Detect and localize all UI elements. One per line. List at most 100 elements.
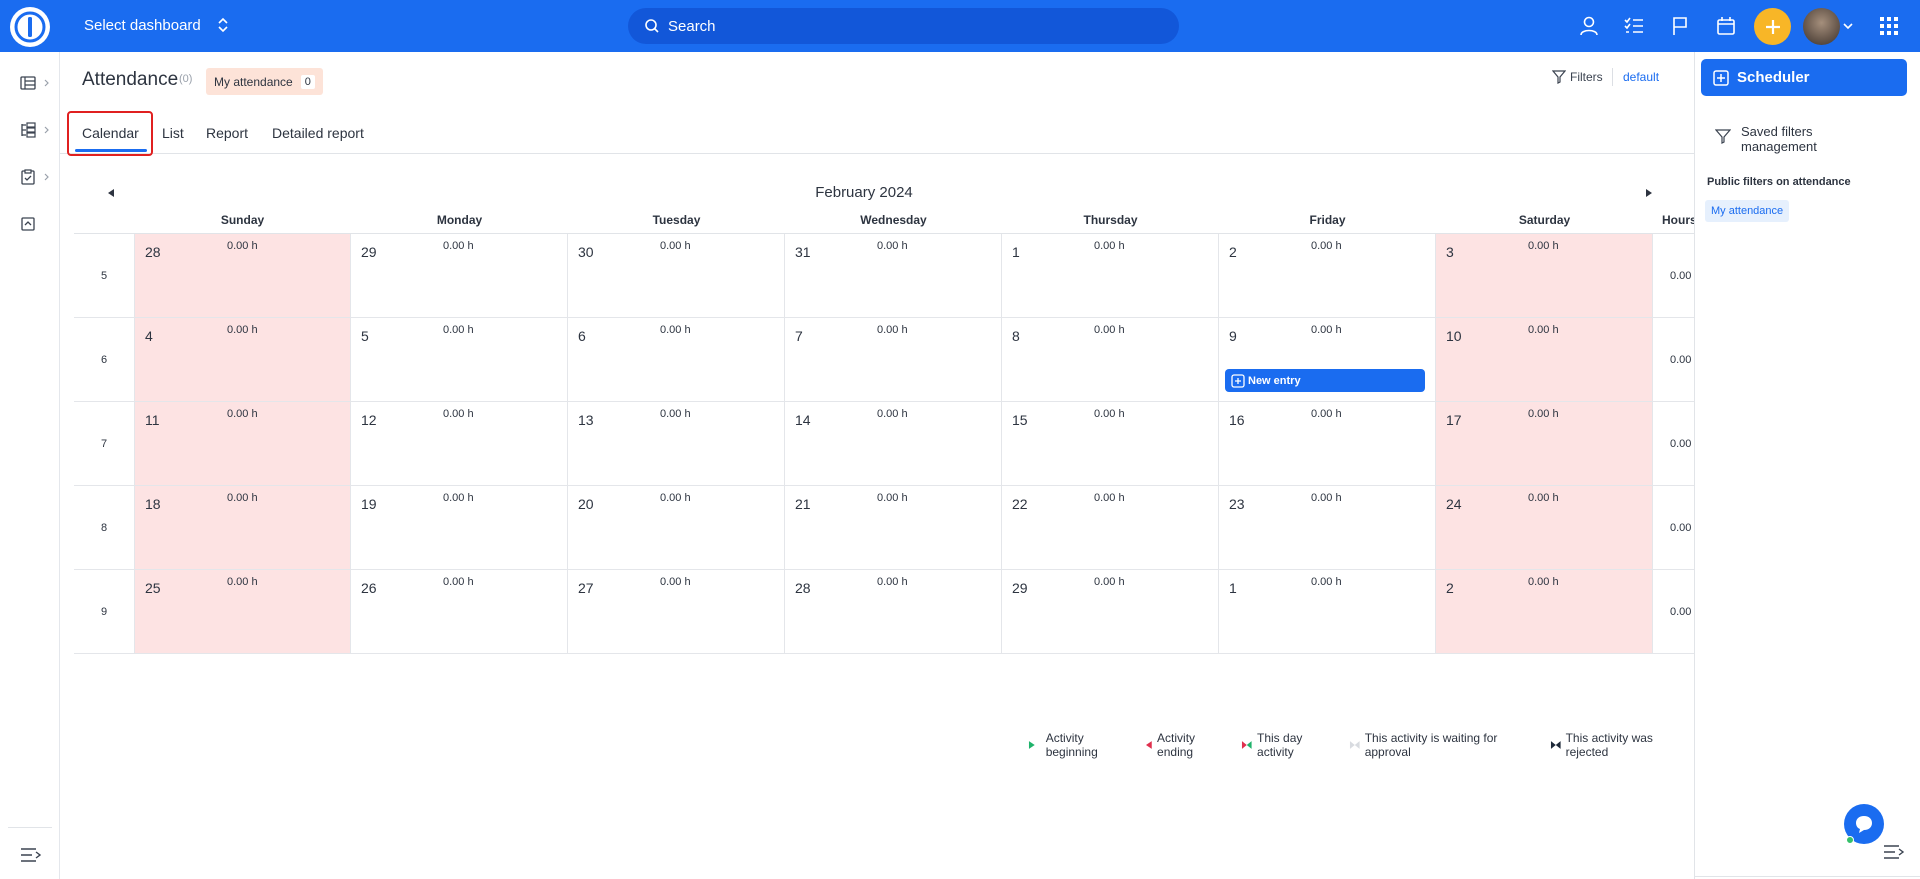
day-cell[interactable]: 9 0.00 h (1219, 318, 1436, 402)
week-number: 8 (100, 522, 108, 534)
sidebar-item-archive[interactable] (20, 213, 54, 235)
day-cell[interactable]: 24 0.00 h (1436, 486, 1653, 570)
day-cell[interactable]: 19 0.00 h (351, 486, 568, 570)
day-cell[interactable]: 23 0.00 h (1219, 486, 1436, 570)
task-list-icon[interactable] (1621, 13, 1647, 39)
day-cell[interactable]: 18 0.00 h (134, 486, 351, 570)
public-filter-my-attendance[interactable]: My attendance (1705, 200, 1790, 222)
row-divider (74, 569, 134, 570)
day-number: 11 (145, 412, 160, 428)
day-cell[interactable]: 16 0.00 h (1219, 402, 1436, 486)
sidebar-item-dashboard[interactable] (20, 72, 54, 94)
select-dashboard-button[interactable]: Select dashboard (84, 16, 229, 34)
day-cell[interactable]: 11 0.00 h (134, 402, 351, 486)
day-hours: 0.00 h (877, 492, 908, 504)
day-cell[interactable]: 10 0.00 h (1436, 318, 1653, 402)
next-month-icon[interactable] (1644, 188, 1654, 198)
day-number: 13 (578, 412, 594, 428)
day-cell[interactable]: 17 0.00 h (1436, 402, 1653, 486)
day-cell[interactable]: 26 0.00 h (351, 570, 568, 654)
prev-month-icon[interactable] (106, 188, 116, 198)
sidebar-item-structure[interactable] (20, 119, 54, 141)
day-cell[interactable]: 5 0.00 h (351, 318, 568, 402)
day-cell[interactable]: 1 0.00 h (1219, 570, 1436, 654)
week-number: 5 (100, 270, 108, 282)
day-number: 26 (361, 580, 377, 596)
day-number: 1 (1012, 244, 1020, 260)
legend-activity-beginning: Activity beginning (1028, 731, 1135, 759)
page-count: (0) (179, 73, 193, 85)
quick-add-button[interactable] (1754, 8, 1791, 45)
day-cell[interactable]: 30 0.00 h (568, 234, 785, 318)
day-hours: 0.00 h (1094, 492, 1125, 504)
day-cell[interactable]: 21 0.00 h (785, 486, 1002, 570)
day-cell[interactable]: 28 0.00 h (785, 570, 1002, 654)
day-number: 19 (361, 496, 377, 512)
day-hours: 0.00 h (1311, 324, 1342, 336)
main-content: Attendance (0) My attendance 0 Filters d… (60, 52, 1697, 879)
search-icon (645, 19, 659, 33)
chevron-down-icon[interactable] (1840, 13, 1856, 39)
day-hours: 0.00 h (1311, 492, 1342, 504)
day-header-monday: Monday (436, 213, 483, 227)
day-cell[interactable]: 31 0.00 h (785, 234, 1002, 318)
day-cell[interactable]: 2 0.00 h (1219, 234, 1436, 318)
filter-icon (1715, 129, 1731, 144)
day-cell[interactable]: 1 0.00 h (1002, 234, 1219, 318)
day-cell[interactable]: 29 0.00 h (351, 234, 568, 318)
day-hours: 0.00 h (877, 324, 908, 336)
my-attendance-filter-chip[interactable]: My attendance 0 (206, 68, 323, 95)
day-hours: 0.00 h (1094, 240, 1125, 252)
day-cell[interactable]: 27 0.00 h (568, 570, 785, 654)
day-cell[interactable]: 3 0.00 h (1436, 234, 1653, 318)
triangle-left-red-icon (1146, 741, 1153, 749)
tab-list[interactable]: List (162, 125, 184, 141)
day-cell[interactable]: 7 0.00 h (785, 318, 1002, 402)
collapse-panel-button[interactable] (1883, 844, 1905, 860)
day-hours: 0.00 h (1311, 408, 1342, 420)
day-cell[interactable]: 28 0.00 h (134, 234, 351, 318)
day-cell[interactable]: 22 0.00 h (1002, 486, 1219, 570)
day-cell[interactable]: 12 0.00 h (351, 402, 568, 486)
day-cell[interactable]: 29 0.00 h (1002, 570, 1219, 654)
day-header-friday: Friday (1309, 213, 1346, 227)
day-cell[interactable]: 8 0.00 h (1002, 318, 1219, 402)
hours-column-header: Hours (1662, 213, 1697, 227)
day-cell[interactable]: 14 0.00 h (785, 402, 1002, 486)
default-filter-link[interactable]: default (1623, 70, 1660, 84)
day-number: 16 (1229, 412, 1245, 428)
row-divider (1653, 401, 1695, 402)
day-cell[interactable]: 6 0.00 h (568, 318, 785, 402)
day-number: 8 (1012, 328, 1020, 344)
user-icon[interactable] (1576, 13, 1602, 39)
tab-bar: Calendar List Report Detailed report (60, 112, 1694, 154)
avatar[interactable] (1803, 8, 1840, 45)
week-total-hours: 0.00 (1670, 438, 1692, 450)
expand-sidebar-button[interactable] (20, 844, 54, 866)
tab-calendar[interactable]: Calendar (82, 125, 139, 141)
day-number: 29 (361, 244, 377, 260)
divider (1612, 68, 1613, 86)
scheduler-button[interactable]: Scheduler (1701, 59, 1907, 96)
search-input[interactable]: Search (628, 8, 1179, 44)
day-cell[interactable]: 4 0.00 h (134, 318, 351, 402)
day-cell[interactable]: 13 0.00 h (568, 402, 785, 486)
saved-filters-management-link[interactable]: Saved filters management (1715, 124, 1841, 154)
day-cell[interactable]: 20 0.00 h (568, 486, 785, 570)
row-divider (1653, 317, 1695, 318)
tab-report[interactable]: Report (206, 125, 249, 141)
plus-icon (1765, 19, 1780, 34)
day-cell[interactable]: 25 0.00 h (134, 570, 351, 654)
day-cell[interactable]: 15 0.00 h (1002, 402, 1219, 486)
calendar-icon[interactable] (1713, 13, 1739, 39)
day-hours: 0.00 h (1528, 408, 1559, 420)
sidebar-item-tasks[interactable] (20, 166, 54, 188)
tab-detailed-report[interactable]: Detailed report (272, 125, 364, 141)
flag-icon[interactable] (1667, 13, 1693, 39)
new-entry-button[interactable]: New entry (1225, 369, 1425, 392)
day-cell[interactable]: 2 0.00 h (1436, 570, 1653, 654)
day-number: 27 (578, 580, 594, 596)
filters-button[interactable]: Filters (1552, 70, 1603, 84)
apps-grid-icon[interactable] (1876, 13, 1902, 39)
app-logo[interactable] (10, 7, 50, 47)
